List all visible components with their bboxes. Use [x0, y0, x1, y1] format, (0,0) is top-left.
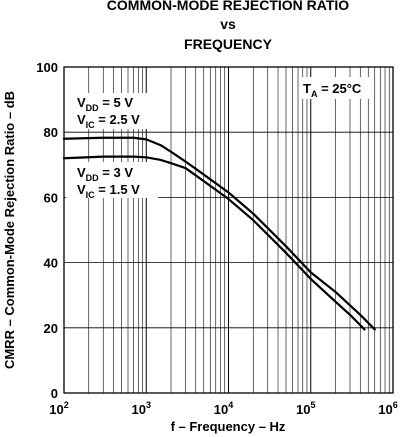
x-axis-label: f – Frequency – Hz: [171, 419, 286, 434]
temp-label-box: [300, 77, 374, 99]
y-tick-label: 0: [51, 386, 58, 401]
temp-label-main: T: [303, 81, 311, 96]
series1-label-2-rest: = 2.5 V: [95, 112, 140, 127]
series2-label-2-main: V: [77, 182, 86, 197]
x-tick-labels: 102 103 104 105 106: [49, 400, 397, 417]
series2-label-box: [66, 162, 158, 198]
temp-label-rest: = 25°C: [317, 81, 361, 96]
series2-label-1-main: V: [77, 165, 86, 180]
series1-label-1-sub: DD: [86, 103, 99, 113]
series1-label-1-rest: = 5 V: [99, 95, 134, 110]
y-tick-label: 40: [44, 256, 58, 271]
y-tick-label: 60: [44, 190, 58, 205]
plot-frame: [63, 66, 394, 394]
chart-title: COMMON-MODE REJECTION RATIO vs FREQUENCY: [107, 0, 350, 52]
title-line-3: FREQUENCY: [184, 36, 273, 52]
series-lines: [62, 136, 376, 331]
series1-label-2-main: V: [77, 112, 86, 127]
series2-label-2-rest: = 1.5 V: [95, 182, 140, 197]
temp-label: TA = 25°C: [303, 81, 362, 99]
y-tick-label: 20: [44, 321, 58, 336]
x-tick-label: 104: [214, 400, 233, 417]
y-tick-labels: 0 20 40 60 80 100: [36, 60, 58, 401]
x-tick-label: 106: [378, 400, 397, 417]
y-tick-label: 80: [44, 125, 58, 140]
series2-label-2: VIC = 1.5 V: [77, 182, 140, 200]
series2-label-1: VDD = 3 V: [77, 165, 133, 183]
series1-label-1-main: V: [77, 95, 86, 110]
title-line-2: vs: [220, 16, 236, 32]
x-tick-label: 103: [132, 400, 151, 417]
x-tick-label: 102: [49, 400, 68, 417]
series2-label-1-sub: DD: [86, 173, 99, 183]
series2-label-1-rest: = 3 V: [99, 165, 134, 180]
x-tick-label: 105: [296, 400, 315, 417]
series2-label-2-sub: IC: [86, 190, 96, 200]
series1-label-2: VIC = 2.5 V: [77, 112, 140, 130]
series1-label-1: VDD = 5 V: [77, 95, 133, 113]
series1-label-box: [75, 93, 153, 129]
series-line-1: [62, 136, 376, 331]
series1-label-2-sub: IC: [86, 120, 96, 130]
y-tick-label: 100: [36, 60, 58, 75]
title-line-1: COMMON-MODE REJECTION RATIO: [107, 0, 350, 13]
temp-label-sub: A: [311, 89, 318, 99]
series-line-2: [62, 155, 366, 331]
y-axis-label: CMRR – Common-Mode Rejection Ratio – dB: [2, 91, 17, 369]
